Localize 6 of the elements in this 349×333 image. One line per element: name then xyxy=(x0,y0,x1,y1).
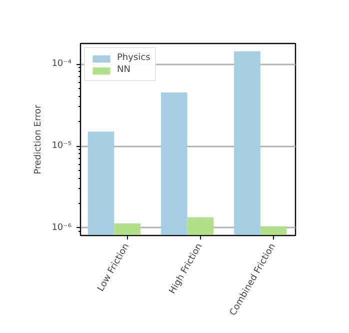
legend-label: Physics xyxy=(117,53,150,63)
y-tick-label: 10⁻⁴ xyxy=(52,59,72,70)
legend-label: NN xyxy=(117,65,132,75)
y-tick-label: 10⁻⁶ xyxy=(52,222,72,233)
y-tick-label: 10⁻⁵ xyxy=(52,141,72,152)
y-axis-title: Prediction Error xyxy=(34,104,44,174)
